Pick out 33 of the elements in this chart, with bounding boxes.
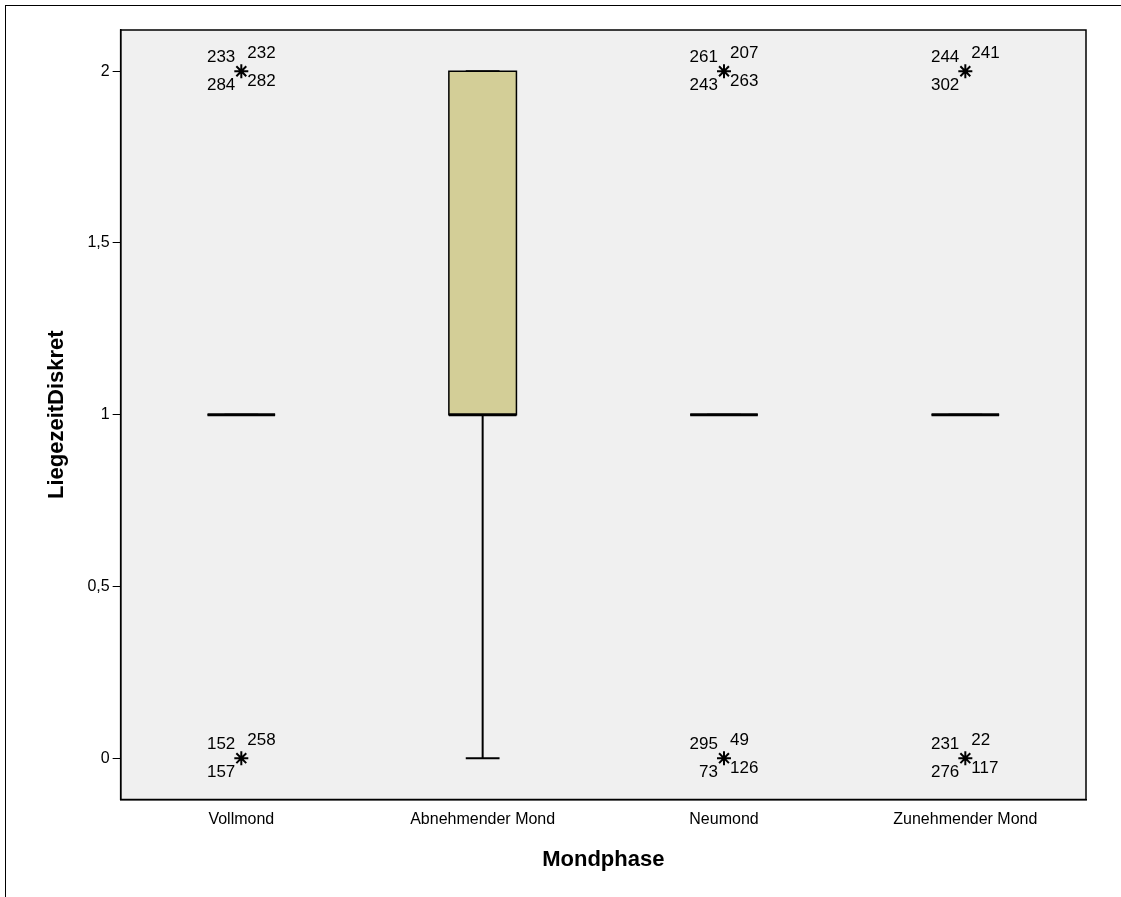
x-tick-label: Abnehmender Mond (410, 810, 556, 828)
annotation: 244 (930, 46, 960, 66)
x-tick-label: Zunehmender Mond (893, 810, 1038, 828)
annotation: 302 (930, 74, 960, 94)
annotation: 152 (206, 733, 236, 753)
annotation: 231 (930, 733, 960, 753)
annotation: 49 (729, 729, 749, 749)
annotation: 232 (247, 42, 276, 62)
annotation: 22 (971, 729, 991, 749)
y-tick-label: 1,5 (87, 233, 110, 251)
x-tick-label: Vollmond (208, 810, 275, 828)
y-tick-label: 1 (100, 405, 110, 423)
annotation: 284 (206, 74, 236, 94)
y-tick-label: 0,5 (87, 576, 110, 594)
annotation: 126 (729, 757, 759, 777)
annotation: 243 (689, 74, 718, 94)
annotation: 295 (689, 733, 718, 753)
annotation: 282 (247, 70, 276, 90)
x-tick-label: Neumond (689, 810, 759, 828)
annotation: 117 (971, 757, 999, 777)
y-tick-label: 2 (100, 61, 110, 79)
annotation: 263 (729, 70, 759, 90)
annotation: 261 (689, 46, 718, 66)
annotation: 258 (247, 729, 276, 749)
y-axis-title: LiegezeitDiskret (43, 329, 69, 500)
x-axis-title: Mondphase (542, 845, 665, 871)
y-tick-label: 0 (100, 748, 110, 766)
annotation: 157 (206, 761, 236, 781)
annotation: 241 (971, 42, 1000, 62)
annotation: 276 (930, 761, 960, 781)
annotation: 73 (699, 761, 718, 781)
annotation: 207 (729, 42, 759, 62)
annotation: 233 (206, 46, 236, 66)
